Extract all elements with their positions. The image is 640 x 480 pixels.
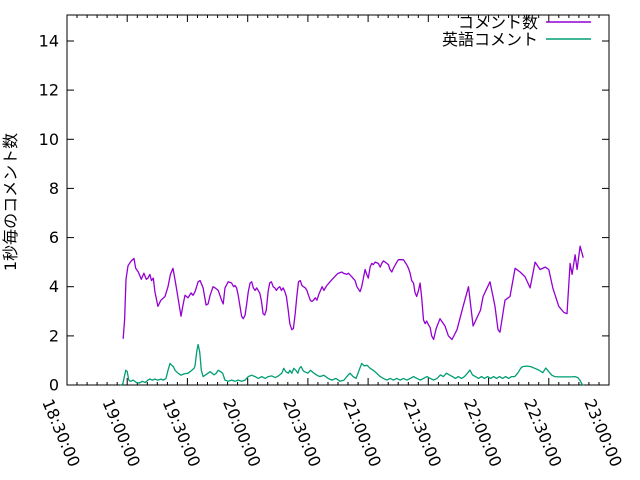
plot-border	[66, 14, 610, 386]
y-tick-label: 4	[49, 277, 59, 296]
y-tick-labels: 0 2 4 6 8 10 12 14	[39, 32, 59, 395]
x-tick-label: 19:00:00	[99, 396, 145, 470]
x-tick-label: 22:00:00	[460, 396, 506, 470]
y-tick-label: 14	[39, 32, 59, 51]
x-tick-label: 18:30:00	[38, 396, 84, 470]
x-tick-label: 20:00:00	[219, 396, 265, 470]
x-tick-label: 20:30:00	[279, 396, 325, 470]
series-line-english	[120, 343, 584, 386]
y-tick-label: 8	[49, 179, 59, 198]
x-tick-label: 21:30:00	[400, 396, 446, 470]
y-tick-label: 0	[49, 376, 59, 395]
x-tick-label: 21:00:00	[339, 396, 385, 470]
y-axis-title: 1秒毎のコメント数	[1, 133, 20, 271]
x-tick-label: 23:00:00	[580, 396, 626, 470]
x-tick-label: 19:30:00	[159, 396, 205, 470]
legend-label-comments: コメント数	[458, 13, 538, 32]
axis-ticks	[66, 15, 610, 386]
y-tick-label: 2	[49, 326, 59, 345]
legend: コメント数 英語コメント	[442, 13, 591, 49]
y-tick-label: 12	[39, 81, 59, 100]
series-line-comments	[122, 245, 584, 341]
x-tick-label: 22:30:00	[520, 396, 566, 470]
legend-label-english: 英語コメント	[442, 30, 538, 49]
y-tick-label: 10	[39, 130, 59, 149]
y-tick-label: 6	[49, 228, 59, 247]
x-tick-labels: 18:30:00 19:00:00 19:30:00 20:00:00 20:30:00…	[38, 396, 626, 470]
